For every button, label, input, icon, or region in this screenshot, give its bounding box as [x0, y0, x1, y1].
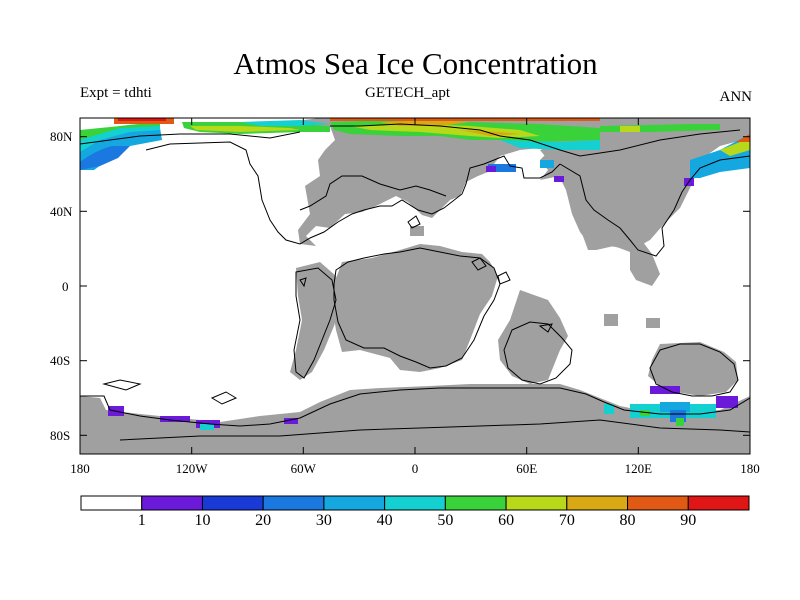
- x-tick-label: 60E: [516, 461, 538, 476]
- colorbar-swatch: [687, 495, 750, 511]
- x-tick-label: 180: [70, 461, 90, 476]
- coast-islands-e: [497, 271, 511, 285]
- colorbar-swatch: [80, 495, 143, 511]
- coast-india: [503, 321, 573, 385]
- coast-europe: [299, 175, 447, 211]
- colorbar-label: 60: [498, 512, 515, 529]
- coast-islands-a: [102, 379, 142, 391]
- colorbar-label: 50: [437, 512, 454, 529]
- colorbar-label: 30: [315, 512, 332, 529]
- coast-africa: [333, 247, 501, 369]
- y-tick-label: 80N: [50, 129, 73, 144]
- x-tick-label: 180: [740, 461, 760, 476]
- experiment-label: Expt = tdhti: [80, 85, 152, 101]
- colorbar-label: 70: [558, 512, 575, 529]
- coast-australia: [649, 343, 739, 397]
- chart-title: Atmos Sea Ice Concentration: [233, 46, 598, 81]
- colorbar-swatch: [384, 495, 446, 511]
- land-australia: [648, 342, 738, 396]
- x-tick-label: 0: [411, 461, 419, 476]
- coast-south-america: [293, 267, 337, 379]
- coast-islands-g: [407, 215, 421, 229]
- colorbar-label: 20: [255, 512, 272, 529]
- coast-greenland: [330, 123, 741, 157]
- colorbar-swatch: [444, 495, 507, 511]
- colorbar-swatch: [201, 495, 264, 511]
- colorbar: [80, 495, 750, 511]
- land-mask: [80, 118, 750, 454]
- coast-antarctica: [80, 387, 750, 427]
- x-tick-label: 120W: [175, 461, 208, 476]
- axis-ticks: [79, 118, 751, 454]
- colorbar-swatch: [323, 495, 386, 511]
- y-tick-label: 40N: [50, 204, 73, 219]
- coast-north-america: [145, 141, 561, 245]
- colorbar-label: 1: [137, 512, 146, 529]
- y-tick-label: 40S: [50, 353, 71, 368]
- coastlines: [80, 123, 750, 441]
- x-tick-label: 120E: [624, 461, 653, 476]
- y-tick-label: 80S: [50, 428, 71, 443]
- colorbar-swatch: [141, 495, 203, 511]
- colorbar-swatch: [627, 495, 689, 511]
- period-label: ANN: [719, 89, 753, 105]
- coast-islands-b: [210, 391, 238, 405]
- x-tick-label: 60W: [290, 461, 316, 476]
- land-europe-asia: [330, 118, 750, 180]
- coast-islands-f: [299, 277, 307, 288]
- coast-islands-c: [538, 323, 553, 333]
- coast-asia-east: [559, 155, 750, 257]
- land-island: [410, 226, 424, 236]
- dataset-label: GETECH_apt: [365, 85, 450, 101]
- coast-islands-d: [471, 257, 487, 271]
- colorbar-swatch: [262, 495, 325, 511]
- land-africa: [332, 244, 498, 372]
- colorbar-label: 90: [680, 512, 697, 529]
- coast-antarctic-inner: [119, 419, 750, 441]
- arctic-ice: [80, 118, 750, 186]
- colorbar-swatch: [566, 495, 629, 511]
- land-india: [498, 290, 568, 384]
- land-island: [604, 314, 618, 326]
- colorbar-label: 40: [376, 512, 393, 529]
- land-asia: [540, 140, 700, 250]
- colorbar-label: 80: [619, 512, 636, 529]
- land-island: [646, 318, 660, 328]
- land-south-america: [290, 262, 342, 380]
- y-tick-label: 0: [62, 279, 69, 294]
- coast-arctic: [80, 131, 301, 145]
- colorbar-label: 10: [194, 512, 211, 529]
- colorbar-swatch: [505, 495, 568, 511]
